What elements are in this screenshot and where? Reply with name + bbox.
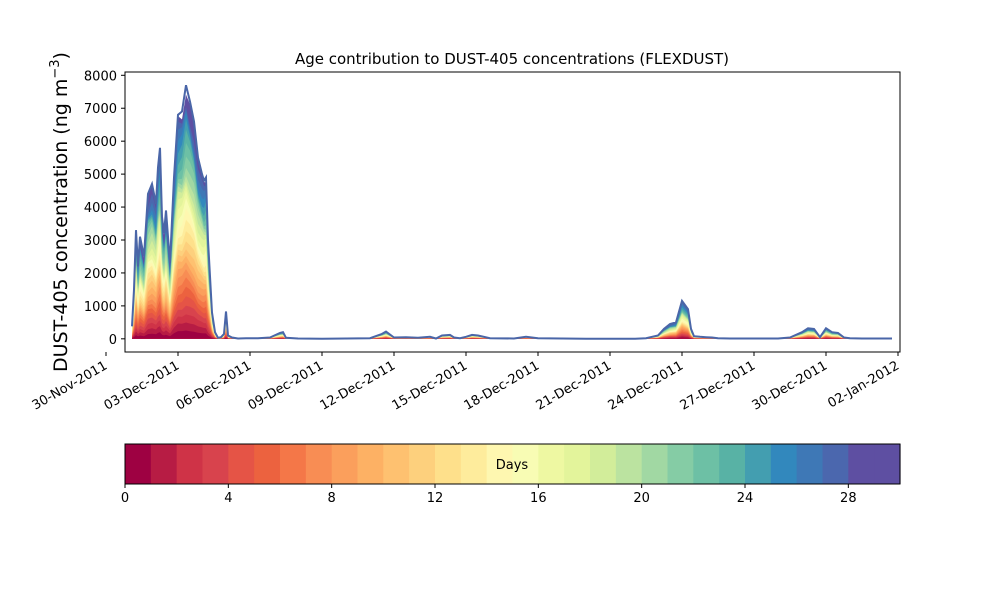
colorbar-label: Days — [496, 458, 529, 473]
colorbar-segment — [125, 444, 152, 484]
colorbar-tick-label: 0 — [121, 491, 129, 506]
y-axis-label-close: ) — [50, 52, 72, 59]
colorbar-segment — [719, 444, 746, 484]
age-contribution-areas — [132, 94, 892, 339]
colorbar-tick-label: 20 — [633, 491, 650, 506]
colorbar-tick-label: 28 — [840, 491, 857, 506]
colorbar-segment — [796, 444, 824, 484]
colorbar-segment — [357, 444, 384, 484]
colorbar-segment — [486, 444, 514, 484]
total-concentration-line — [131, 84, 892, 340]
colorbar-segment — [564, 444, 591, 484]
colorbar-segment — [822, 444, 849, 484]
colorbar-segment — [615, 444, 643, 484]
y-tick-label: 6000 — [84, 135, 117, 150]
y-tick-label: 5000 — [84, 168, 117, 183]
y-tick-label: 3000 — [84, 234, 117, 249]
y-tick-label: 1000 — [84, 300, 117, 315]
colorbar-segment — [512, 444, 539, 484]
y-tick-label: 4000 — [84, 201, 117, 216]
colorbar-segment — [693, 444, 720, 484]
colorbar-segment — [590, 444, 617, 484]
svg-text:DUST-405 concentration (ng m−3: DUST-405 concentration (ng m−3) — [48, 52, 72, 372]
colorbar-tick-label: 24 — [737, 491, 754, 506]
colorbar-tick-label: 8 — [328, 491, 336, 506]
colorbar-tick-label: 12 — [427, 491, 444, 506]
age-layer-0 — [132, 330, 892, 339]
y-tick-label: 7000 — [84, 102, 117, 117]
colorbar-segment — [460, 444, 488, 484]
colorbar-segment — [254, 444, 281, 484]
colorbar-segment — [331, 444, 359, 484]
chart-title: Age contribution to DUST-405 concentrati… — [295, 50, 729, 68]
colorbar-segment — [770, 444, 798, 484]
colorbar-segment — [641, 444, 669, 484]
colorbar-segment — [667, 444, 694, 484]
colorbar-segment — [202, 444, 229, 484]
y-tick-label: 0 — [109, 333, 117, 348]
y-axis-label-text: DUST-405 concentration (ng m — [50, 79, 72, 372]
colorbar-segment — [150, 444, 178, 484]
colorbar — [125, 444, 901, 484]
y-axis-label-exponent: −3 — [48, 59, 63, 78]
colorbar-ticks: 0 4 8 12 16 20 24 28 — [121, 484, 857, 506]
colorbar-segment — [848, 444, 875, 484]
y-tick-label: 8000 — [84, 69, 117, 84]
colorbar-segment — [228, 444, 255, 484]
colorbar-segment — [176, 444, 204, 484]
colorbar-tick-label: 4 — [224, 491, 232, 506]
colorbar-segment — [745, 444, 772, 484]
y-axis-label: DUST-405 concentration (ng m−3) — [48, 52, 72, 372]
colorbar-tick-label: 16 — [530, 491, 547, 506]
colorbar-frame — [124, 443, 901, 485]
colorbar-segment — [383, 444, 410, 484]
colorbar-segment — [305, 444, 333, 484]
colorbar-segment — [409, 444, 436, 484]
y-axis-ticks: 0 1000 2000 3000 4000 5000 6000 7000 8000 — [84, 69, 125, 348]
colorbar-segment — [538, 444, 565, 484]
y-tick-label: 2000 — [84, 267, 117, 282]
plot-area-frame — [124, 71, 901, 353]
colorbar-segment — [435, 444, 462, 484]
colorbar-segment — [280, 444, 307, 484]
colorbar-segment — [874, 444, 901, 484]
